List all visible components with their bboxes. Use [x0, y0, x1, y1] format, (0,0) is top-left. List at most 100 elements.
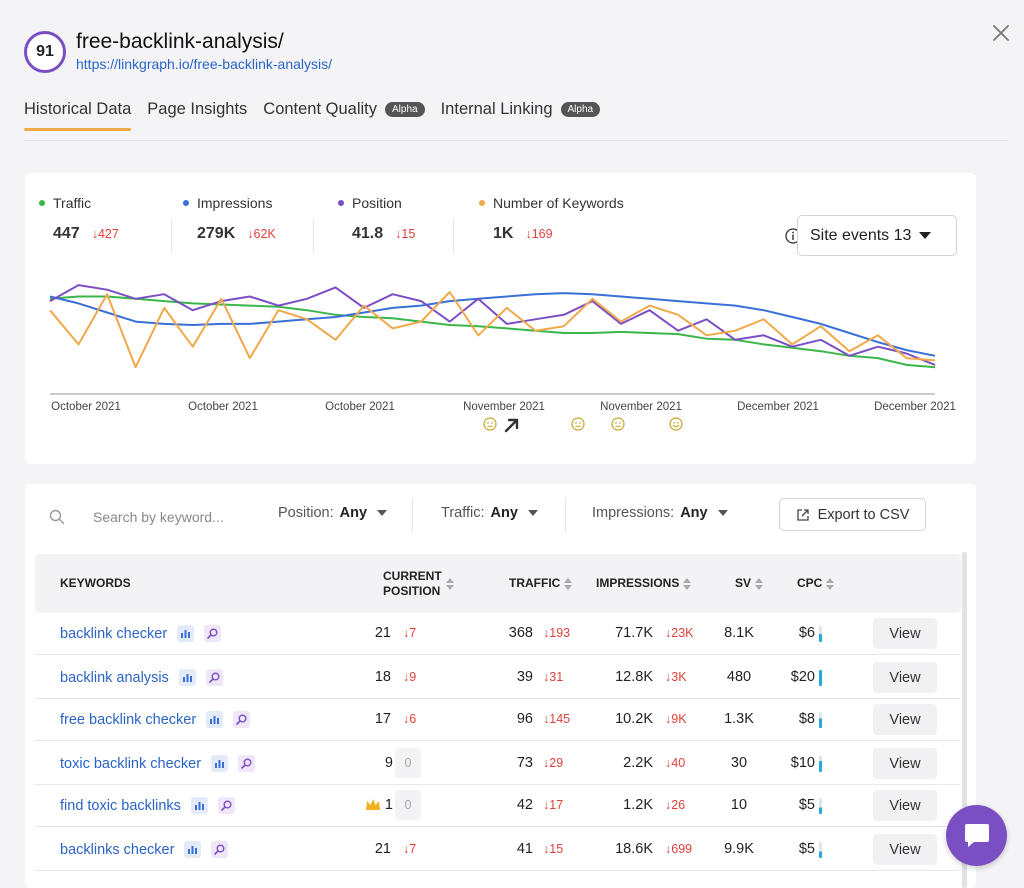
- keyword-chart-button[interactable]: [178, 669, 196, 686]
- column-header-impressions[interactable]: IMPRESSIONS: [596, 576, 692, 591]
- view-button[interactable]: View: [873, 748, 937, 779]
- series-line-traffic[interactable]: [49, 295, 936, 369]
- close-icon[interactable]: [990, 22, 1012, 44]
- tab-page-insights[interactable]: Page Insights: [147, 100, 247, 131]
- column-header-label: CPC: [797, 576, 823, 590]
- neutral-face-icon[interactable]: [611, 417, 625, 431]
- tab-content-quality[interactable]: Content Quality Alpha: [263, 100, 425, 131]
- page-score-badge: 91: [24, 31, 66, 73]
- column-header-label: CURRENT POSITION: [383, 569, 442, 599]
- series-line-number-of-keywords[interactable]: [49, 291, 936, 369]
- keyword-research-button[interactable]: [211, 841, 229, 858]
- bar-chart-icon: [210, 716, 220, 724]
- position-delta: 0: [395, 748, 421, 778]
- column-header-position[interactable]: CURRENT POSITION: [383, 569, 454, 599]
- metric-label: Traffic: [53, 195, 92, 211]
- column-header-sv[interactable]: SV: [735, 576, 764, 591]
- column-header-cpc[interactable]: CPC: [797, 576, 835, 591]
- view-button[interactable]: View: [873, 618, 937, 649]
- export-icon: [796, 508, 809, 521]
- metric-traffic[interactable]: Traffic 447 ↓427: [39, 195, 119, 243]
- neutral-face-icon[interactable]: [571, 417, 585, 431]
- view-button[interactable]: View: [873, 704, 937, 735]
- traffic-delta: ↓15: [543, 842, 564, 856]
- table-row: backlink analysis 18 ↓9 39 ↓31 12.8K ↓3K 480 $20…: [35, 656, 961, 699]
- impressions-value: 18.6K: [615, 841, 653, 857]
- traffic-filter-dropdown[interactable]: Traffic: Any: [441, 505, 538, 521]
- happy-face-icon[interactable]: [669, 417, 683, 431]
- keyword-link[interactable]: backlinks checker: [60, 841, 175, 858]
- traffic-value: 39: [516, 669, 533, 685]
- position-value: 17: [374, 711, 391, 727]
- series-line-position[interactable]: [49, 284, 936, 366]
- export-csv-button[interactable]: Export to CSV: [779, 498, 926, 531]
- keyword-link[interactable]: toxic backlink checker: [60, 755, 202, 772]
- cpc-value: $10: [790, 755, 815, 771]
- keyword-cell: find toxic backlinks: [60, 797, 235, 814]
- metric-label: Impressions: [197, 195, 273, 211]
- line-chart: [49, 284, 936, 395]
- metric-impressions[interactable]: Impressions 279K ↓62K: [183, 195, 276, 243]
- view-button[interactable]: View: [873, 834, 937, 865]
- view-button[interactable]: View: [873, 662, 937, 693]
- column-header-label: SV: [735, 576, 752, 590]
- metric-delta: ↓169: [525, 227, 553, 241]
- crown-icon: [366, 799, 380, 810]
- x-tick-label: October 2021: [51, 401, 121, 413]
- keyword-search-input[interactable]: [93, 505, 263, 529]
- position-value: 1: [384, 797, 393, 813]
- position-value: 18: [374, 669, 391, 685]
- header-line: POSITION: [383, 584, 441, 598]
- metric-label: Position: [352, 195, 402, 211]
- filter-label: Impressions:: [592, 505, 675, 521]
- cpc-level-bar: [819, 756, 822, 772]
- chat-button[interactable]: [946, 805, 1007, 866]
- keyword-chart-button[interactable]: [211, 755, 229, 772]
- cpc-value: $6: [798, 625, 815, 641]
- keyword-research-button[interactable]: [233, 711, 251, 728]
- page-url-link[interactable]: https://linkgraph.io/free-backlink-analy…: [76, 56, 333, 72]
- keyword-link[interactable]: free backlink checker: [60, 711, 197, 728]
- keyword-chart-button[interactable]: [184, 841, 202, 858]
- keyword-link[interactable]: backlink checker: [60, 625, 168, 642]
- tab-historical-data[interactable]: Historical Data: [24, 100, 132, 131]
- keyword-cell: toxic backlink checker: [60, 755, 256, 772]
- keyword-chart-button[interactable]: [190, 797, 208, 814]
- filter-divider: [412, 498, 413, 532]
- keyword-chart-button[interactable]: [206, 711, 224, 728]
- sv-value: 1.3K: [724, 711, 754, 727]
- column-header-traffic[interactable]: TRAFFIC: [509, 576, 573, 591]
- keyword-link[interactable]: backlink analysis: [60, 669, 169, 686]
- tab-internal-linking[interactable]: Internal Linking Alpha: [441, 100, 601, 131]
- impressions-filter-dropdown[interactable]: Impressions: Any: [592, 505, 728, 521]
- filter-divider: [565, 498, 566, 532]
- cpc-level-bar: [819, 670, 822, 686]
- keyword-research-button[interactable]: [238, 755, 256, 772]
- filter-value: Any: [339, 505, 368, 521]
- table-scrollbar[interactable]: [962, 552, 967, 888]
- table-row: backlinks checker 21 ↓7 41 ↓15 18.6K ↓699 9.9K $…: [35, 828, 961, 871]
- x-tick-label: December 2021: [737, 401, 819, 413]
- metric-position[interactable]: Position 41.8 ↓15: [338, 195, 415, 243]
- view-button[interactable]: View: [873, 790, 937, 821]
- column-header-keywords[interactable]: KEYWORDS: [60, 576, 131, 591]
- keyword-research-button[interactable]: [204, 625, 222, 642]
- metric-keywords[interactable]: Number of Keywords 1K ↓169: [479, 195, 624, 243]
- filter-label: Position:: [278, 505, 334, 521]
- trend-arrow-icon[interactable]: [503, 417, 521, 433]
- bar-chart-icon: [194, 802, 204, 810]
- site-events-dropdown[interactable]: Site events 13: [797, 215, 957, 256]
- metric-delta: ↓427: [91, 227, 119, 241]
- keyword-research-button[interactable]: [217, 797, 235, 814]
- column-header-label: TRAFFIC: [509, 576, 561, 590]
- position-filter-dropdown[interactable]: Position: Any: [278, 505, 388, 521]
- series-line-impressions[interactable]: [49, 292, 936, 357]
- keyword-link[interactable]: find toxic backlinks: [60, 797, 181, 814]
- alpha-badge: Alpha: [385, 102, 425, 117]
- bar-chart-icon: [188, 846, 198, 854]
- keyword-research-button[interactable]: [205, 669, 223, 686]
- keywords-table-card: Position: Any Traffic: Any Impressions: Any…: [25, 484, 976, 888]
- neutral-face-icon[interactable]: [483, 417, 497, 431]
- keyword-chart-button[interactable]: [177, 625, 195, 642]
- traffic-delta: ↓145: [543, 712, 571, 726]
